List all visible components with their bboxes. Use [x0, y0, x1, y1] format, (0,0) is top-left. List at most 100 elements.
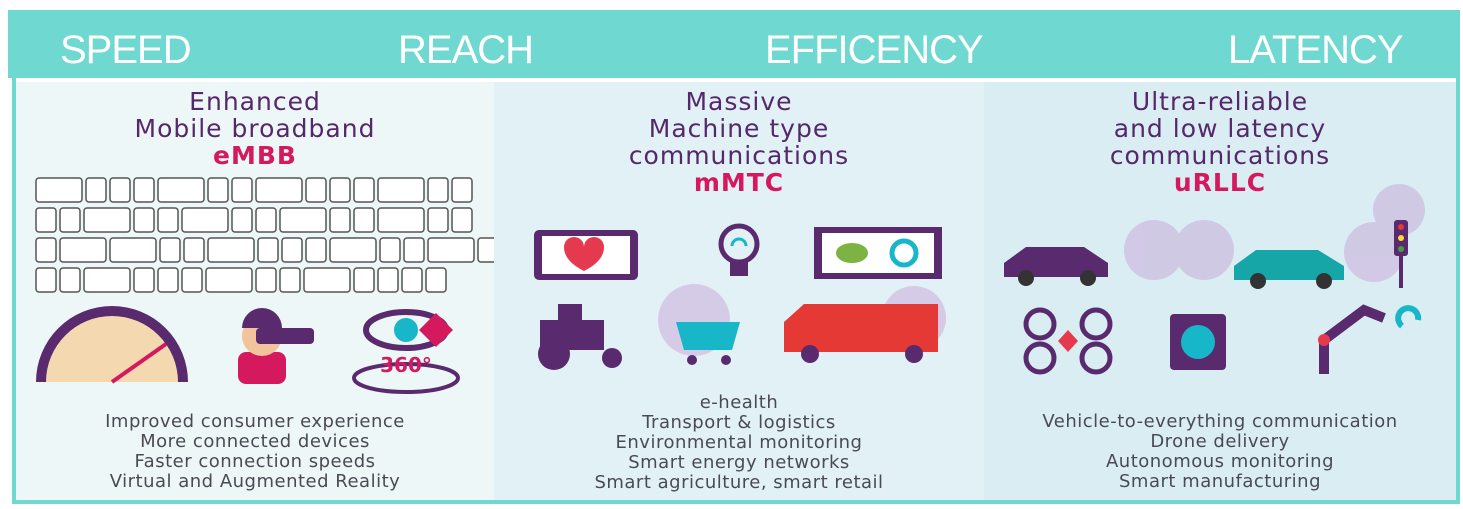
device-icon: [428, 238, 474, 262]
device-icon: [354, 208, 374, 232]
title-line: Massive: [494, 88, 984, 115]
title-line: communications: [984, 142, 1456, 169]
item: Virtual and Augmented Reality: [16, 472, 494, 492]
device-icon: [110, 238, 156, 262]
banner: SPEED REACH EFFICENCY LATENCY: [8, 10, 1460, 78]
item: Smart manufacturing: [984, 472, 1456, 492]
device-icon: [134, 268, 154, 292]
device-icon: [354, 268, 374, 292]
device-icon: [182, 208, 228, 232]
infographic: SPEED REACH EFFICENCY LATENCY: [0, 0, 1463, 509]
device-icon: [256, 268, 276, 292]
device-icon: [36, 178, 82, 202]
item: Environmental monitoring: [494, 433, 984, 453]
car-icon: [1004, 247, 1108, 286]
device-icon: [36, 268, 56, 292]
device-icon: [330, 238, 376, 262]
van-icon: [784, 286, 946, 363]
device-icon: [426, 268, 446, 292]
device-icon: [378, 208, 424, 232]
robot-arm-icon: [1318, 308, 1418, 374]
item: Smart agriculture, smart retail: [494, 473, 984, 493]
device-icon: [182, 268, 202, 292]
title-line: Enhanced: [16, 88, 494, 115]
item: Vehicle-to-everything communication: [984, 412, 1456, 432]
item: Autonomous monitoring: [984, 452, 1456, 472]
device-icon: [428, 208, 448, 232]
monitor-icon: [814, 227, 942, 279]
title-line: communications: [494, 142, 984, 169]
acronym: mMTC: [494, 169, 984, 196]
title-line: Ultra-reliable: [984, 88, 1456, 115]
header-label: SPEED: [60, 28, 191, 73]
device-icon: [306, 178, 326, 202]
device-icon: [380, 238, 400, 262]
device-icon: [208, 238, 254, 262]
bulb-icon: [721, 226, 757, 276]
device-icon: [60, 208, 80, 232]
item: Transport & logistics: [494, 413, 984, 433]
device-icon: [84, 268, 130, 292]
device-icon: [232, 208, 252, 232]
device-icon: [256, 208, 276, 232]
device-icon: [428, 178, 448, 202]
device-icon: [258, 238, 278, 262]
device-icon: [452, 178, 472, 202]
device-icon: [280, 208, 326, 232]
device-icon: [36, 208, 56, 232]
item: More connected devices: [16, 432, 494, 452]
item: Smart energy networks: [494, 453, 984, 473]
acronym: uRLLC: [984, 169, 1456, 196]
device-icon: [208, 178, 228, 202]
title-line: and low latency: [984, 115, 1456, 142]
device-icon: [378, 268, 398, 292]
device-icon: [378, 178, 424, 202]
device-icon: [232, 178, 252, 202]
title-line: Machine type: [494, 115, 984, 142]
item: Drone delivery: [984, 432, 1456, 452]
device-icon: [134, 208, 154, 232]
device-icon: [160, 238, 180, 262]
device-icon: [306, 238, 326, 262]
device-icon: [404, 238, 424, 262]
device-icon: [158, 208, 178, 232]
device-icon: [256, 178, 302, 202]
traffic-light-icon: [1394, 220, 1408, 288]
chip-icon: [1170, 314, 1226, 370]
device-icon: [60, 268, 80, 292]
title-line: Mobile broadband: [16, 115, 494, 142]
vr-user-icon: [238, 308, 314, 384]
device-icon: [134, 178, 154, 202]
item: Faster connection speeds: [16, 452, 494, 472]
device-icon: [354, 178, 374, 202]
header-label: EFFICENCY: [765, 28, 983, 73]
ehealth-icon: [534, 230, 638, 280]
speedometer-icon: [36, 306, 188, 382]
device-icon: [206, 268, 252, 292]
item: e-health: [494, 393, 984, 413]
device-icon: [478, 238, 494, 262]
device-icon: [282, 238, 302, 262]
device-icon: [184, 238, 204, 262]
device-icon: [330, 208, 350, 232]
device-icon: [452, 208, 472, 232]
header-label: REACH: [398, 28, 533, 73]
drone-icon: [1026, 310, 1110, 372]
device-icon: [280, 268, 300, 292]
tractor-icon: [538, 304, 622, 370]
device-icon: [86, 178, 106, 202]
device-icon: [36, 238, 56, 262]
360-icon: 360°: [354, 312, 458, 392]
device-icon: [158, 178, 204, 202]
device-icon: [330, 178, 350, 202]
header-label: LATENCY: [1228, 28, 1403, 73]
